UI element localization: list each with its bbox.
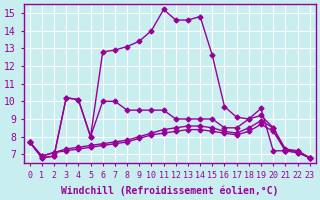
X-axis label: Windchill (Refroidissement éolien,°C): Windchill (Refroidissement éolien,°C): [61, 185, 278, 196]
